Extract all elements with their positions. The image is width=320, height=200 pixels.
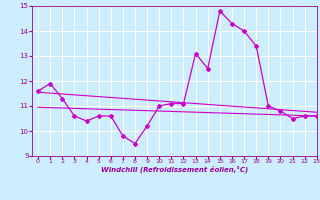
X-axis label: Windchill (Refroidissement éolien,°C): Windchill (Refroidissement éolien,°C) [101, 166, 248, 173]
